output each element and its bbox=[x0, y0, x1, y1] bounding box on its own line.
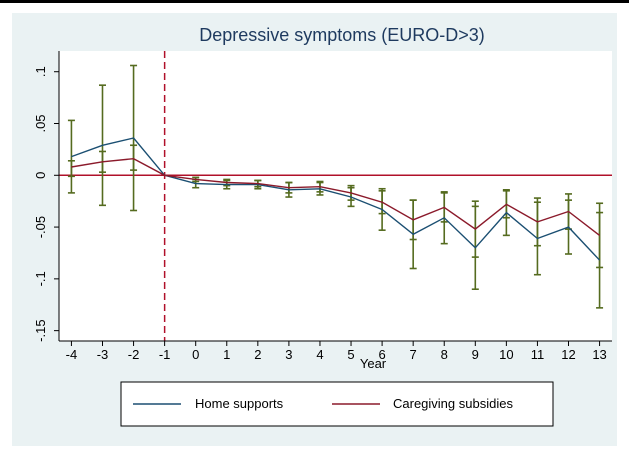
x-tick-label: -2 bbox=[128, 347, 140, 362]
series-line-caregiving-subsidies bbox=[71, 157, 601, 236]
x-tick-label: 10 bbox=[499, 347, 513, 362]
x-tick-label: 5 bbox=[347, 347, 354, 362]
ci-bar-1-0 bbox=[67, 159, 75, 178]
x-tick-label: -1 bbox=[159, 347, 171, 362]
x-tick-label: -4 bbox=[66, 347, 78, 362]
top-border bbox=[0, 0, 629, 3]
y-tick-label: .1 bbox=[33, 66, 48, 77]
axes bbox=[58, 51, 612, 342]
chart-title: Depressive symptoms (EURO-D>3) bbox=[199, 25, 485, 45]
x-tick-label: 1 bbox=[223, 347, 230, 362]
x-tick-label: 2 bbox=[254, 347, 261, 362]
legend: Home supports Caregiving subsidies bbox=[120, 381, 554, 427]
x-tick-label: 7 bbox=[410, 347, 417, 362]
x-tick-label: 9 bbox=[472, 347, 479, 362]
x-tick-labels: -4 -3 -2 -1 0 1 2 3 4 5 6 7 8 9 10 11 12 13 bbox=[66, 341, 607, 362]
x-tick-label: 0 bbox=[192, 347, 199, 362]
legend-label-caregiving-subsidies: Caregiving subsidies bbox=[393, 396, 513, 411]
y-tick-label: -.05 bbox=[33, 216, 48, 238]
x-tick-label: 8 bbox=[441, 347, 448, 362]
x-tick-label: 11 bbox=[531, 347, 545, 362]
y-tick-label: -.1 bbox=[33, 271, 48, 286]
x-tick-label: 6 bbox=[378, 347, 385, 362]
y-tick-label: 0 bbox=[33, 172, 48, 179]
x-tick-label: 3 bbox=[285, 347, 292, 362]
y-tick-labels: .1 .05 0 -.05 -.1 -.15 bbox=[33, 66, 59, 342]
reference-lines bbox=[59, 51, 612, 341]
plot-area bbox=[59, 51, 612, 341]
legend-label-home-supports: Home supports bbox=[195, 396, 284, 411]
ci-bar-1-2 bbox=[130, 144, 138, 171]
x-tick-label: 4 bbox=[316, 347, 323, 362]
x-axis-title: Year bbox=[360, 356, 387, 371]
series-line-home-supports bbox=[71, 137, 601, 261]
y-tick-label: -.15 bbox=[33, 319, 48, 341]
series-lines bbox=[71, 137, 601, 261]
y-tick-label: .05 bbox=[33, 114, 48, 132]
x-tick-label: 12 bbox=[561, 347, 575, 362]
x-tick-label: -3 bbox=[97, 347, 109, 362]
x-tick-label: 13 bbox=[592, 347, 606, 362]
